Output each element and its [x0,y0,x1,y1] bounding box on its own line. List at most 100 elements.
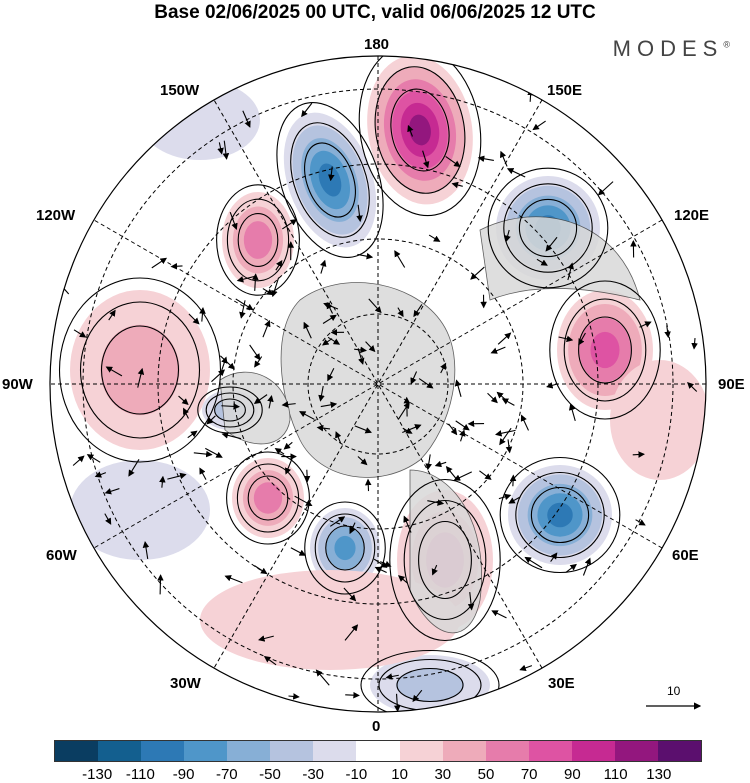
colorbar-swatch [356,741,400,761]
wind-arrow [687,382,698,392]
negative-anomaly [547,502,573,528]
label-150e: 150E [547,82,583,99]
wind-arrow [142,541,150,560]
wind-arrow [499,150,508,167]
colorbar-label: -30 [302,766,325,783]
wind-arrow [357,348,365,365]
wind-arrow [254,356,263,368]
colorbar-label: -10 [345,766,368,783]
wind-arrow [345,691,360,699]
wind-arrow [454,379,462,397]
colorbar-swatch [614,741,658,761]
wind-arrow [303,469,311,483]
wind-arrow [532,120,546,131]
wind-arrow [479,470,492,480]
streamline [503,183,593,273]
wind-arrow [267,395,274,409]
wind-arrow [506,168,526,178]
wind-arrow [170,262,183,270]
wind-arrow [322,314,337,324]
colorbar-label: -110 [125,766,155,783]
colorbar-label: -90 [172,766,195,783]
label-90w: 90W [2,376,33,393]
wind-arrow [477,155,494,163]
wind-arrow [368,298,382,314]
wind-arrow [335,431,342,444]
wind-arrow [258,635,274,642]
colorbar-label: 30 [434,766,452,783]
map-title: Base 02/06/2025 00 UTC, valid 06/06/2025… [154,2,596,23]
wind-arrow [445,466,458,481]
wind-arrow [199,307,206,322]
wind-arrow [329,516,346,527]
wind-arrow [221,432,242,440]
wind-arrow [582,557,592,576]
streamline [418,520,472,600]
wind-arrow [354,346,367,354]
wind-arrow [491,610,507,619]
brand-logo: MODES® [613,36,730,62]
streamline [304,142,356,218]
colorbar-swatch [227,741,271,761]
wind-arrow [343,587,357,602]
wind-arrow [254,565,268,575]
wind-arrow [425,454,432,471]
colorbar-swatch [184,741,228,761]
wind-arrow [470,266,485,280]
wind-arrow [508,496,521,504]
wind-arrow [284,455,294,475]
wind-arrow [418,378,434,389]
label-90e: 90E [718,376,745,393]
streamline [487,167,609,289]
colorbar-label: -130 [82,766,113,783]
wind-arrow [356,204,363,223]
label-60w: 60W [46,547,77,564]
colorbar-label: 110 [603,766,628,783]
wind-arrow [501,398,515,406]
label-150w: 150W [160,82,200,99]
streamline [374,66,466,194]
streamline [226,198,290,282]
wind-arrow [487,392,498,404]
wind-arrow [320,401,338,409]
streamline [530,486,590,544]
streamline [100,325,180,415]
label-30e: 30E [548,675,575,692]
colorbar-swatch [98,741,142,761]
streamline [79,301,201,439]
wind-arrow [490,346,506,354]
colorbar [54,740,702,762]
wind-arrow [498,493,512,501]
streamline [325,525,365,571]
wind-arrow [271,277,280,298]
wind-arrow [262,319,271,338]
label-30w: 30W [170,675,201,692]
wind-arrow [357,252,374,260]
wind-arrow [422,150,430,169]
wind-arrow [303,321,312,339]
colorbar-label: 10 [391,766,408,783]
wind-arrow [275,260,283,271]
wind-arrow [455,420,470,431]
wind-arrow [403,515,412,533]
streamline [214,398,246,422]
negative-anomaly [70,460,210,560]
wind-arrow [413,304,423,318]
wind-arrow [229,211,238,230]
wind-arrow [434,460,447,468]
wind-arrow [206,415,216,425]
wind-arrow [235,298,254,311]
wind-arrow [224,575,243,584]
streamline [247,475,289,521]
wind-arrow [451,181,463,189]
wind-arrow [344,624,359,641]
wind-arrow [73,329,87,338]
positive-anomaly [243,221,273,259]
wind-arrow [167,472,187,480]
wind-arrow [188,313,200,325]
wind-arrow [410,371,418,385]
wind-arrow [159,475,166,488]
wind-arrow [394,250,406,268]
streamline [197,386,263,434]
